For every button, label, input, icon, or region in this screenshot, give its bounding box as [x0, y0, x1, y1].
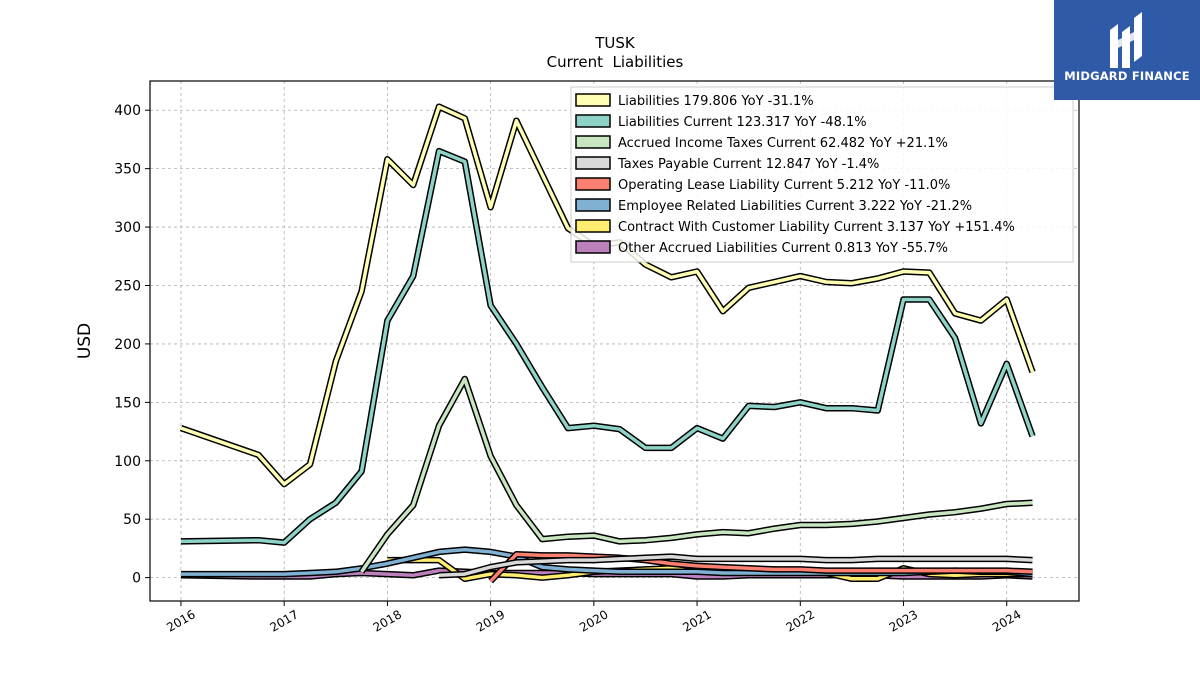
legend-item: Liabilities Current 123.317 YoY -48.1%	[575, 114, 867, 130]
legend: Liabilities 179.806 YoY -31.1% Liabilitie…	[570, 86, 1074, 263]
legend-swatch	[575, 240, 611, 254]
legend-swatch	[575, 198, 611, 212]
series-line	[489, 552, 1033, 583]
y-tick-label: 200	[114, 337, 141, 353]
chart-title: TUSK	[594, 34, 636, 52]
legend-box	[570, 86, 1074, 263]
x-tick-label: 2017	[267, 607, 300, 634]
brand-name: MIDGARD FINANCE	[1064, 69, 1190, 83]
series-4	[488, 551, 1033, 584]
legend-swatch	[575, 156, 611, 170]
legend-label: Contract With Customer Liability Current…	[618, 220, 1015, 235]
legend-swatch	[575, 135, 611, 149]
brand-mark-icon	[1110, 12, 1142, 68]
brand-logo: MIDGARD FINANCE	[1054, 0, 1200, 100]
legend-swatch	[575, 93, 611, 107]
y-tick-label: 150	[114, 395, 141, 411]
legend-items: Liabilities 179.806 YoY -31.1% Liabilitie…	[575, 93, 1015, 256]
x-tick-label: 2019	[474, 607, 507, 634]
legend-label: Employee Related Liabilities Current 3.2…	[618, 199, 972, 214]
legend-item: Liabilities 179.806 YoY -31.1%	[575, 93, 814, 109]
legend-label: Accrued Income Taxes Current 62.482 YoY …	[618, 136, 948, 151]
x-tick-label: 2018	[371, 607, 404, 634]
y-tick-label: 0	[132, 571, 141, 587]
x-tick-label: 2023	[887, 607, 920, 634]
plot-frame	[149, 80, 1080, 602]
x-tick-label: 2020	[577, 607, 610, 634]
y-tick-label: 400	[114, 103, 141, 119]
legend-label: Liabilities 179.806 YoY -31.1%	[618, 94, 814, 109]
y-tick-label: 300	[114, 220, 141, 236]
legend-label: Taxes Payable Current 12.847 YoY -1.4%	[617, 157, 879, 172]
legend-swatch	[575, 219, 611, 233]
legend-item: Employee Related Liabilities Current 3.2…	[575, 198, 972, 214]
legend-item: Other Accrued Liabilities Current 0.813 …	[575, 240, 948, 256]
legend-item: Accrued Income Taxes Current 62.482 YoY …	[575, 135, 948, 151]
series-line	[438, 554, 1033, 578]
legend-swatch	[575, 177, 611, 191]
legend-swatch	[575, 114, 611, 128]
y-tick-label: 350	[114, 162, 141, 178]
series-3	[438, 553, 1033, 579]
x-tick-label: 2022	[784, 607, 817, 634]
series-2	[358, 375, 1033, 574]
legend-item: Operating Lease Liability Current 5.212 …	[575, 177, 950, 193]
legend-item: Contract With Customer Liability Current…	[575, 219, 1015, 235]
x-tick-label: 2016	[164, 607, 197, 634]
legend-label: Other Accrued Liabilities Current 0.813 …	[618, 241, 948, 256]
series-1	[180, 147, 1036, 546]
legend-label: Liabilities Current 123.317 YoY -48.1%	[618, 115, 867, 130]
y-axis-label: USD	[75, 323, 95, 359]
chart-subtitle: Current Liabilities	[547, 53, 684, 71]
legend-item: Taxes Payable Current 12.847 YoY -1.4%	[575, 156, 879, 172]
y-tick-label: 50	[123, 512, 141, 528]
series-line	[180, 149, 1035, 545]
y-tick-label: 250	[114, 278, 141, 294]
x-tick-label: 2021	[680, 607, 713, 634]
series-line	[360, 377, 1033, 573]
y-tick-label: 100	[114, 454, 141, 470]
x-tick-label: 2024	[990, 607, 1023, 634]
legend-label: Operating Lease Liability Current 5.212 …	[618, 178, 950, 193]
